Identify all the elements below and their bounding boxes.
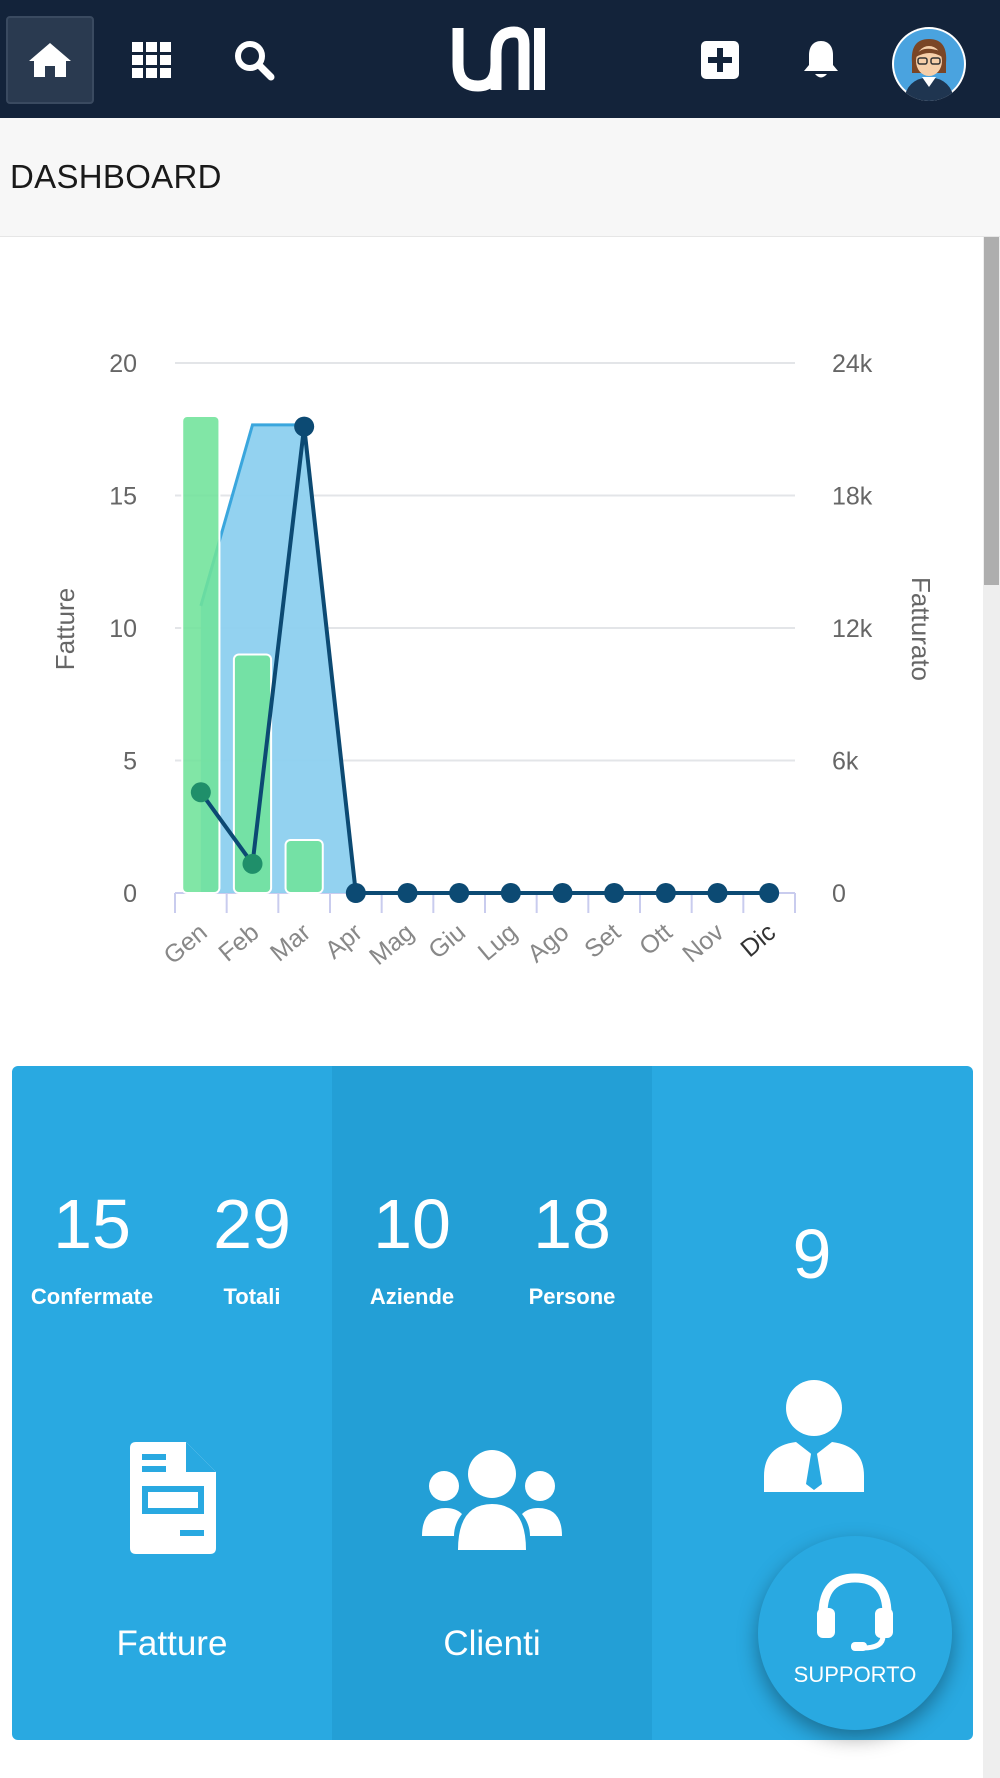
line-point (294, 416, 315, 437)
scrollbar-track[interactable] (983, 237, 1000, 1778)
home-icon (29, 43, 71, 77)
y-tick-label: 15 (109, 483, 137, 511)
y-tick-label: 5 (123, 748, 137, 776)
y-axis-label: Fatture (50, 588, 80, 670)
line-point (242, 853, 263, 874)
line-point (552, 883, 573, 903)
top-navigation-bar (0, 0, 1000, 118)
line-point (604, 883, 625, 903)
bar (284, 839, 324, 894)
line-point (345, 883, 366, 903)
notifications-button[interactable] (777, 16, 865, 104)
line-point (655, 883, 676, 903)
uni-logo[interactable] (450, 24, 550, 94)
y2-tick-label: 6k (832, 748, 859, 776)
line-point (500, 883, 521, 903)
stat-value-utenti: 9 (792, 1215, 832, 1293)
user-tie-icon (764, 1380, 864, 1492)
x-tick-label: Ago (522, 918, 574, 968)
apps-grid-icon (132, 42, 171, 78)
scrollbar-thumb[interactable] (984, 237, 999, 585)
invoice-icon (130, 1442, 216, 1554)
line-point (449, 883, 470, 903)
stat-label-persone: Persone (528, 1284, 616, 1309)
page-header: DASHBOARD (0, 118, 1000, 237)
support-label: SUPPORTO (793, 1662, 917, 1687)
stat-label-totali: Totali (223, 1284, 281, 1309)
page-title: DASHBOARD (10, 158, 222, 195)
x-tick-label: Gen (158, 918, 212, 970)
tile-title-clienti: Clienti (443, 1624, 541, 1663)
bar (232, 653, 273, 894)
y2-tick-label: 0 (832, 880, 846, 908)
support-button[interactable]: SUPPORTO (758, 1536, 952, 1730)
avatar-icon (894, 29, 964, 101)
tile-utenti[interactable]: 9 U (652, 1066, 973, 1740)
apps-button[interactable] (108, 16, 196, 104)
add-icon (701, 41, 739, 79)
user-avatar[interactable] (892, 27, 966, 101)
x-tick-label: Nov (677, 918, 729, 968)
stat-value-persone: 18 (533, 1185, 611, 1263)
line-point (397, 883, 418, 903)
x-tick-label: Apr (320, 918, 368, 964)
y2-tick-label: 18k (832, 483, 873, 511)
bar (181, 415, 221, 894)
y-tick-label: 10 (109, 615, 137, 643)
line-point (707, 883, 728, 903)
x-tick-label: Mag (364, 918, 419, 971)
tile-title-fatture: Fatture (116, 1624, 228, 1663)
x-tick-label: Set (579, 918, 626, 964)
y2-axis-label: Fatturato (906, 577, 936, 681)
x-tick-label: Dic (735, 918, 781, 963)
x-tick-label: Ott (634, 918, 678, 961)
stat-value-totali: 29 (213, 1185, 291, 1263)
stat-label-confermate: Confermate (30, 1284, 154, 1309)
add-button[interactable] (676, 16, 764, 104)
tile-fatture[interactable]: 15 Confermate 29 Totali Fatture (12, 1066, 332, 1740)
tile-clienti[interactable]: 10 Aziende 18 Persone Clienti (332, 1066, 652, 1740)
stat-value-aziende: 10 (373, 1185, 451, 1263)
clients-group-icon (422, 1450, 562, 1550)
home-button[interactable] (6, 16, 94, 104)
bell-icon (804, 41, 838, 78)
search-icon (235, 41, 275, 81)
search-button[interactable] (210, 16, 298, 104)
x-tick-label: Lug (473, 918, 523, 966)
y2-tick-label: 12k (832, 615, 873, 643)
x-tick-label: Giu (423, 918, 471, 964)
y-tick-label: 20 (109, 350, 137, 378)
x-tick-label: Feb (213, 918, 264, 967)
stat-value-confermate: 15 (53, 1185, 131, 1263)
invoices-chart: 0 5 10 15 20 0 6k 12k 18k 24k Fatture Fatturato Gen F… (50, 350, 936, 971)
y-tick-label: 0 (123, 880, 137, 908)
y2-tick-label: 24k (832, 350, 873, 378)
stat-label-aziende: Aziende (369, 1284, 455, 1309)
line-point (759, 883, 780, 903)
x-tick-label: Mar (265, 918, 316, 967)
line-point (190, 782, 211, 803)
headset-icon (817, 1573, 893, 1651)
